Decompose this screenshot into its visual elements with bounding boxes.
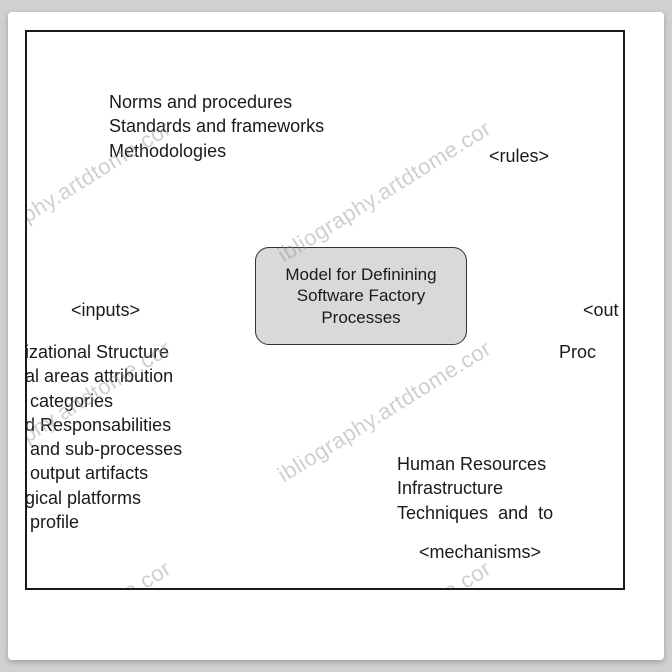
inputs-list-block: izational Structure al areas attribution… xyxy=(25,340,182,534)
mechanisms-list-block: Human Resources Infrastructure Technique… xyxy=(397,452,553,525)
center-line-2: Software Factory xyxy=(256,285,466,306)
center-line-1: Model for Definining xyxy=(256,264,466,285)
inputs-label: <inputs> xyxy=(71,300,140,321)
diagram-container: Norms and procedures Standards and frame… xyxy=(25,30,625,590)
outputs-label: <out xyxy=(583,300,619,321)
center-model-node: Model for Definining Software Factory Pr… xyxy=(255,247,467,345)
mechanisms-label: <mechanisms> xyxy=(419,542,541,563)
watermark-text: ibliography.artdtome.cor xyxy=(27,555,176,588)
rules-label: <rules> xyxy=(489,146,549,167)
norms-procedures-block: Norms and procedures Standards and frame… xyxy=(109,90,324,163)
outputs-list-block: Proc xyxy=(559,340,596,364)
center-line-3: Processes xyxy=(256,307,466,328)
